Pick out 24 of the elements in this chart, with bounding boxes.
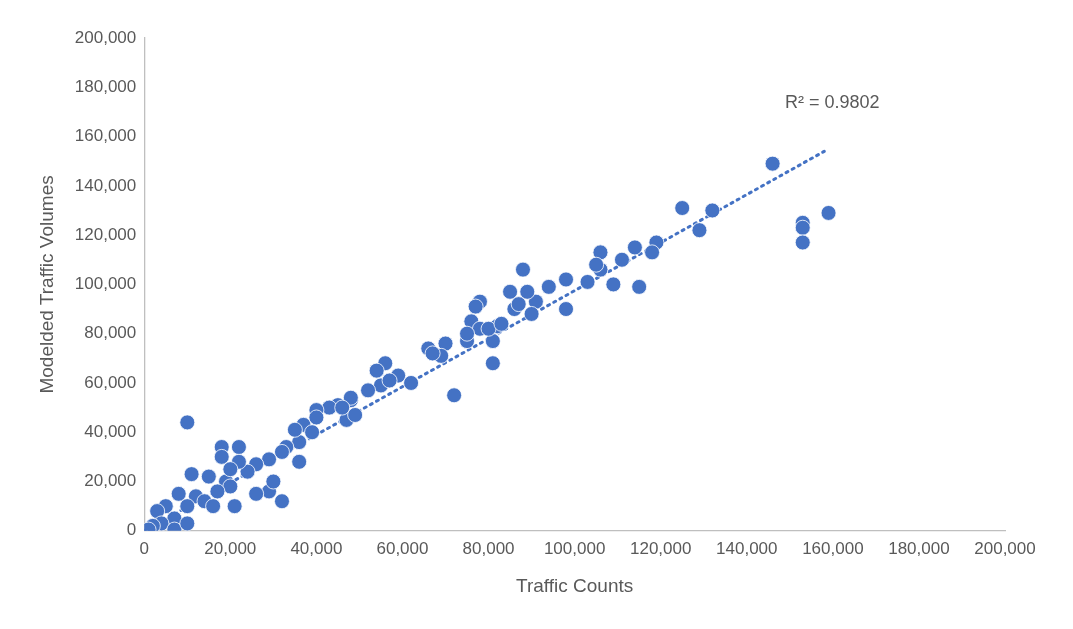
y-tick-label: 60,000: [84, 372, 137, 392]
y-tick-label: 20,000: [84, 471, 137, 491]
x-tick-label: 40,000: [290, 538, 343, 558]
y-tick-label: 80,000: [84, 323, 137, 343]
x-tick-label: 80,000: [462, 538, 515, 558]
y-tick-label: 180,000: [74, 76, 137, 96]
x-tick-label: 160,000: [802, 538, 864, 558]
y-axis-title: Modelded Traffic Volumes: [35, 175, 57, 394]
x-tick-label: 120,000: [629, 538, 692, 558]
x-tick-label: 60,000: [376, 538, 429, 558]
x-tick-label: 100,000: [543, 538, 606, 558]
y-tick-label: 120,000: [74, 224, 137, 244]
x-axis-title: Traffic Counts: [516, 574, 634, 596]
y-tick-label: 40,000: [84, 421, 137, 441]
x-tick-label: 20,000: [204, 538, 257, 558]
x-tick-label: 140,000: [716, 538, 778, 558]
y-tick-label: 100,000: [74, 274, 137, 294]
y-tick-label: 200,000: [74, 27, 137, 47]
annotation: R² = 0.9802: [785, 92, 880, 112]
x-tick-label: 200,000: [974, 538, 1036, 558]
y-tick-label: 0: [126, 520, 137, 540]
x-tick-label: 180,000: [888, 538, 950, 558]
y-tick-label: 140,000: [74, 175, 137, 195]
y-tick-label: 160,000: [74, 126, 137, 146]
